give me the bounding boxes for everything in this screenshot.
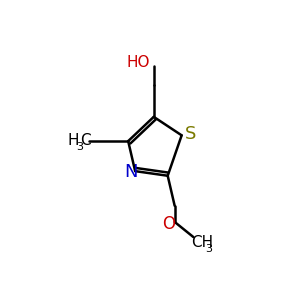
Text: 3: 3 — [76, 142, 84, 152]
Text: CH: CH — [191, 235, 213, 250]
Text: O: O — [162, 215, 176, 233]
Text: H: H — [68, 133, 79, 148]
Text: HO: HO — [127, 55, 150, 70]
Text: 3: 3 — [206, 244, 212, 254]
Text: N: N — [124, 163, 137, 181]
Text: S: S — [185, 125, 196, 143]
Text: C: C — [80, 133, 91, 148]
